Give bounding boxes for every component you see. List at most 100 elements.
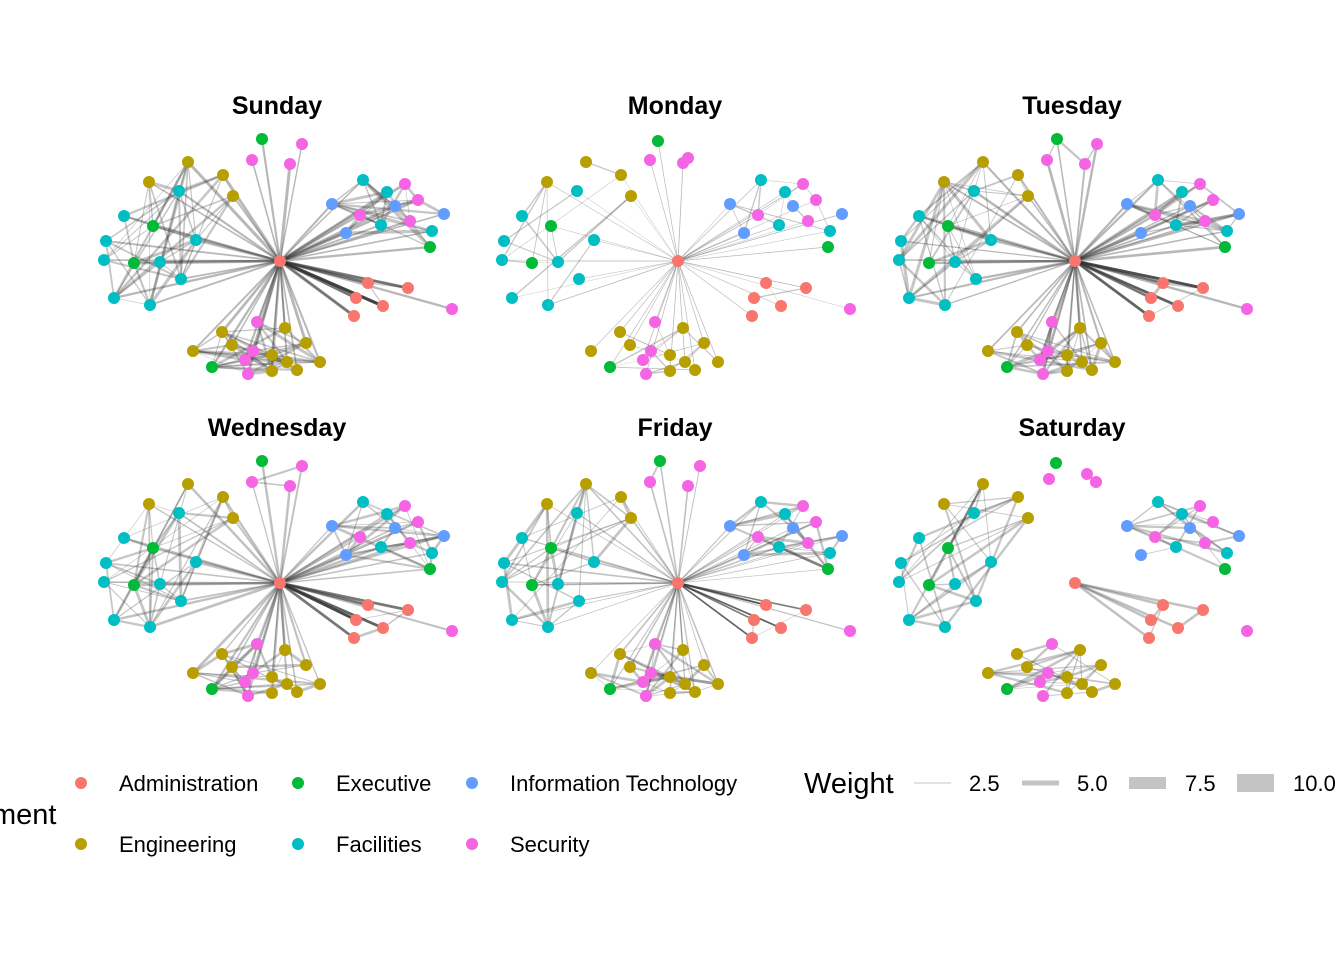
- network-node: [604, 361, 616, 373]
- panel-title-friday: Friday: [637, 414, 712, 442]
- network-edge: [344, 229, 434, 235]
- network-node: [677, 322, 689, 334]
- network-edge: [278, 581, 410, 612]
- network-node: [844, 625, 856, 637]
- network-edge: [330, 524, 446, 538]
- network-edge: [1074, 260, 1083, 363]
- network-edge: [220, 642, 259, 656]
- network-node: [516, 210, 528, 222]
- network-edge: [677, 568, 829, 584]
- network-edge: [918, 215, 977, 280]
- network-edge: [102, 258, 183, 281]
- network-edge: [677, 582, 686, 685]
- network-edge: [578, 260, 679, 280]
- network-edge: [152, 547, 161, 585]
- network-edge: [897, 160, 985, 262]
- legend-label-information-technology: Information Technology: [510, 771, 737, 796]
- network-edge: [677, 501, 762, 584]
- network-edge: [279, 582, 298, 693]
- network-edge: [943, 503, 977, 602]
- network-edge: [230, 343, 289, 364]
- network-edge: [927, 516, 1030, 587]
- network-node: [614, 648, 626, 660]
- weight-legend: Weight 2.5 5.0 7.5 10.0: [804, 768, 1336, 800]
- network-edge: [1074, 224, 1177, 262]
- network-node: [760, 277, 772, 289]
- network-edge: [947, 517, 1029, 549]
- network-edge: [728, 500, 763, 528]
- network-edge: [1073, 213, 1157, 263]
- network-edge: [677, 214, 759, 262]
- network-edge: [191, 671, 322, 686]
- network-edge: [1065, 663, 1103, 679]
- network-node: [1061, 671, 1073, 683]
- network-node: [644, 476, 656, 488]
- network-edge: [345, 501, 364, 556]
- network-node: [389, 200, 401, 212]
- network-edge: [503, 517, 632, 564]
- network-edge: [192, 350, 321, 363]
- network-node: [1184, 200, 1196, 212]
- network-node: [266, 687, 278, 699]
- network-edge: [192, 260, 281, 352]
- network-node: [1074, 644, 1086, 656]
- network-edge: [898, 190, 975, 261]
- network-edge: [112, 259, 282, 300]
- network-node: [797, 178, 809, 190]
- network-edge: [279, 582, 321, 685]
- network-node: [190, 234, 202, 246]
- network-edge: [1073, 581, 1180, 630]
- network-edge: [250, 464, 304, 484]
- network-edge: [589, 671, 645, 684]
- network-edge: [742, 534, 844, 557]
- network-node: [1207, 516, 1219, 528]
- network-edge: [1073, 245, 1227, 263]
- network-edge: [530, 583, 550, 629]
- network-node: [247, 667, 259, 679]
- network-node: [279, 322, 291, 334]
- network-node: [779, 186, 791, 198]
- network-node: [748, 614, 760, 626]
- network-edge: [677, 582, 767, 606]
- network-node: [542, 621, 554, 633]
- network-node: [266, 365, 278, 377]
- network-edge: [177, 189, 282, 263]
- network-node: [760, 599, 772, 611]
- network-edge: [609, 688, 696, 693]
- network-edge: [1051, 321, 1083, 363]
- network-edge: [1139, 198, 1215, 235]
- network-edge: [927, 482, 985, 587]
- network-edge: [1073, 259, 1151, 318]
- network-edge: [251, 259, 282, 353]
- network-edge: [677, 582, 753, 639]
- network-edge: [278, 581, 356, 640]
- network-node: [545, 220, 557, 232]
- network-edge: [907, 599, 978, 622]
- network-edge: [278, 259, 358, 300]
- network-edge: [330, 190, 389, 206]
- network-node: [773, 541, 785, 553]
- network-edge: [642, 260, 679, 361]
- network-node: [938, 176, 950, 188]
- network-edge: [361, 178, 432, 249]
- network-edge: [1039, 321, 1053, 361]
- network-edge: [220, 652, 250, 698]
- network-node: [402, 282, 414, 294]
- network-edge: [244, 582, 281, 683]
- network-edge: [677, 260, 696, 371]
- edges: [897, 472, 1240, 697]
- network-edge: [113, 561, 197, 621]
- network-edge: [331, 199, 419, 205]
- network-edge: [814, 520, 830, 571]
- legend-label-engineering: Engineering: [119, 832, 236, 857]
- network-edge: [1125, 524, 1229, 555]
- network-edge: [729, 521, 817, 527]
- network-edge: [927, 583, 978, 603]
- network-node: [640, 368, 652, 380]
- network-edge: [380, 546, 431, 570]
- network-edge: [1126, 179, 1159, 205]
- network-edge: [1066, 649, 1081, 694]
- network-edge: [677, 260, 807, 289]
- network-panel-sunday: [98, 133, 458, 380]
- network-edge: [743, 179, 762, 234]
